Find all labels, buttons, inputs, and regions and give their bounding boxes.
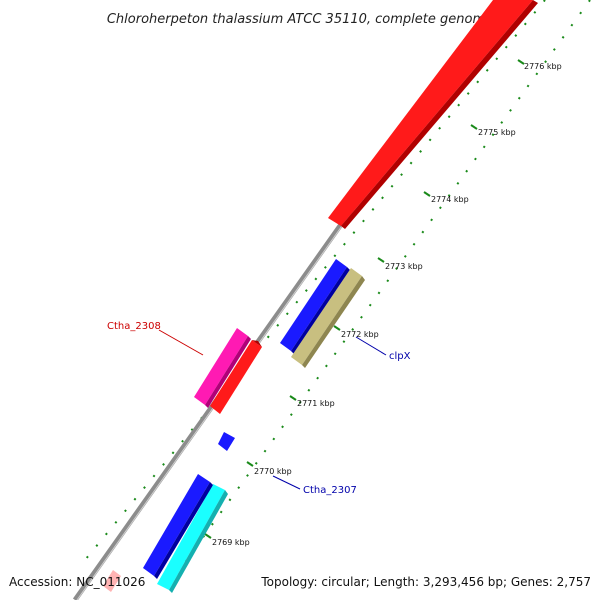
tick-label: 2769 kbp [212, 538, 250, 547]
tick-label: 2776 kbp [524, 62, 562, 71]
label-leader-ctha-2307 [272, 475, 301, 490]
genome-summary-text: Topology: circular; Length: 3,293,456 bp… [260, 575, 591, 589]
tick-mark [377, 257, 385, 263]
gene-label-ctha-2308[interactable]: Ctha_2308 [107, 321, 161, 332]
tick-label: 2772 kbp [341, 330, 379, 339]
tick-mark [470, 124, 478, 130]
feature-pink-bottom[interactable] [103, 570, 121, 592]
tick-label: 2774 kbp [431, 195, 469, 204]
tick-mark [204, 533, 212, 539]
accession-text: Accession: NC_011026 [9, 575, 145, 589]
tick-label: 2773 kbp [385, 262, 423, 271]
tick-label: 2770 kbp [254, 467, 292, 476]
outer-dot-ring-2 [164, 0, 591, 591]
map-title: Chloroherpeton thalassium ATCC 35110, co… [107, 12, 493, 27]
tick-label: 2771 kbp [297, 399, 335, 408]
tick-label: 2775 kbp [478, 128, 516, 137]
tick-mark [517, 59, 525, 65]
tick-mark [333, 325, 341, 331]
tick-mark [246, 461, 254, 467]
label-leader-ctha-2308 [158, 329, 204, 356]
feature-magenta-ctha-2308[interactable] [194, 328, 251, 408]
feature-cyan-2769[interactable] [157, 484, 228, 593]
feature-khaki-clpx[interactable] [291, 268, 365, 368]
feature-red-large[interactable] [328, 0, 538, 229]
gene-label-ctha-2307[interactable]: Ctha_2307 [303, 485, 357, 496]
feature-blue-2769[interactable] [143, 474, 213, 579]
tick-mark [423, 191, 431, 197]
gene-label-clpx[interactable]: clpX [389, 351, 411, 362]
tick-mark [289, 395, 297, 401]
outer-dot-ring [84, 0, 546, 561]
feature-red-small[interactable] [210, 340, 262, 414]
label-leader-clpx [355, 336, 387, 356]
feature-blue-2773[interactable] [280, 259, 350, 354]
tick-group: 2776 kbp 2775 kbp 2774 kbp 2773 kbp 2772… [204, 59, 562, 547]
feature-blue-small[interactable] [218, 432, 235, 451]
